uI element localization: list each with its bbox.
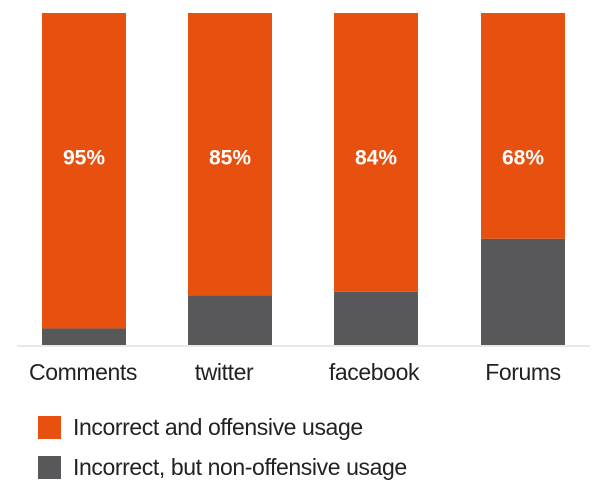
- bar-offensive-forums: [481, 13, 565, 239]
- legend-label-non-offensive: Incorrect, but non-offensive usage: [73, 454, 407, 480]
- bar-non-offensive-twitter: [188, 295, 272, 345]
- chart-plot: 95% Comments 85% twitter 84% facebook 68% Forum…: [17, 13, 590, 386]
- bar-offensive-facebook: [334, 13, 418, 292]
- category-label-forums: Forums: [485, 359, 561, 385]
- labels-layer: 95% Comments 85% twitter 84% facebook 68% Forum…: [29, 147, 561, 386]
- data-label-twitter: 85%: [209, 147, 251, 170]
- category-label-twitter: twitter: [195, 359, 254, 385]
- legend-swatch-non-offensive: [38, 456, 61, 479]
- legend-label-offensive: Incorrect and offensive usage: [73, 414, 363, 440]
- category-label-comments: Comments: [29, 359, 137, 385]
- bar-offensive-comments: [42, 13, 126, 329]
- data-label-forums: 68%: [502, 147, 544, 170]
- legend-swatch-offensive: [38, 416, 61, 439]
- bars-layer: [42, 13, 565, 345]
- bar-non-offensive-facebook: [334, 291, 418, 345]
- category-label-facebook: facebook: [329, 359, 420, 385]
- data-label-comments: 95%: [63, 147, 105, 170]
- legend-item-offensive: Incorrect and offensive usage: [38, 414, 363, 441]
- bar-non-offensive-forums: [481, 238, 565, 345]
- legend-item-non-offensive: Incorrect, but non-offensive usage: [38, 454, 407, 481]
- bar-non-offensive-comments: [42, 328, 126, 345]
- data-label-facebook: 84%: [355, 147, 397, 170]
- bar-offensive-twitter: [188, 13, 272, 296]
